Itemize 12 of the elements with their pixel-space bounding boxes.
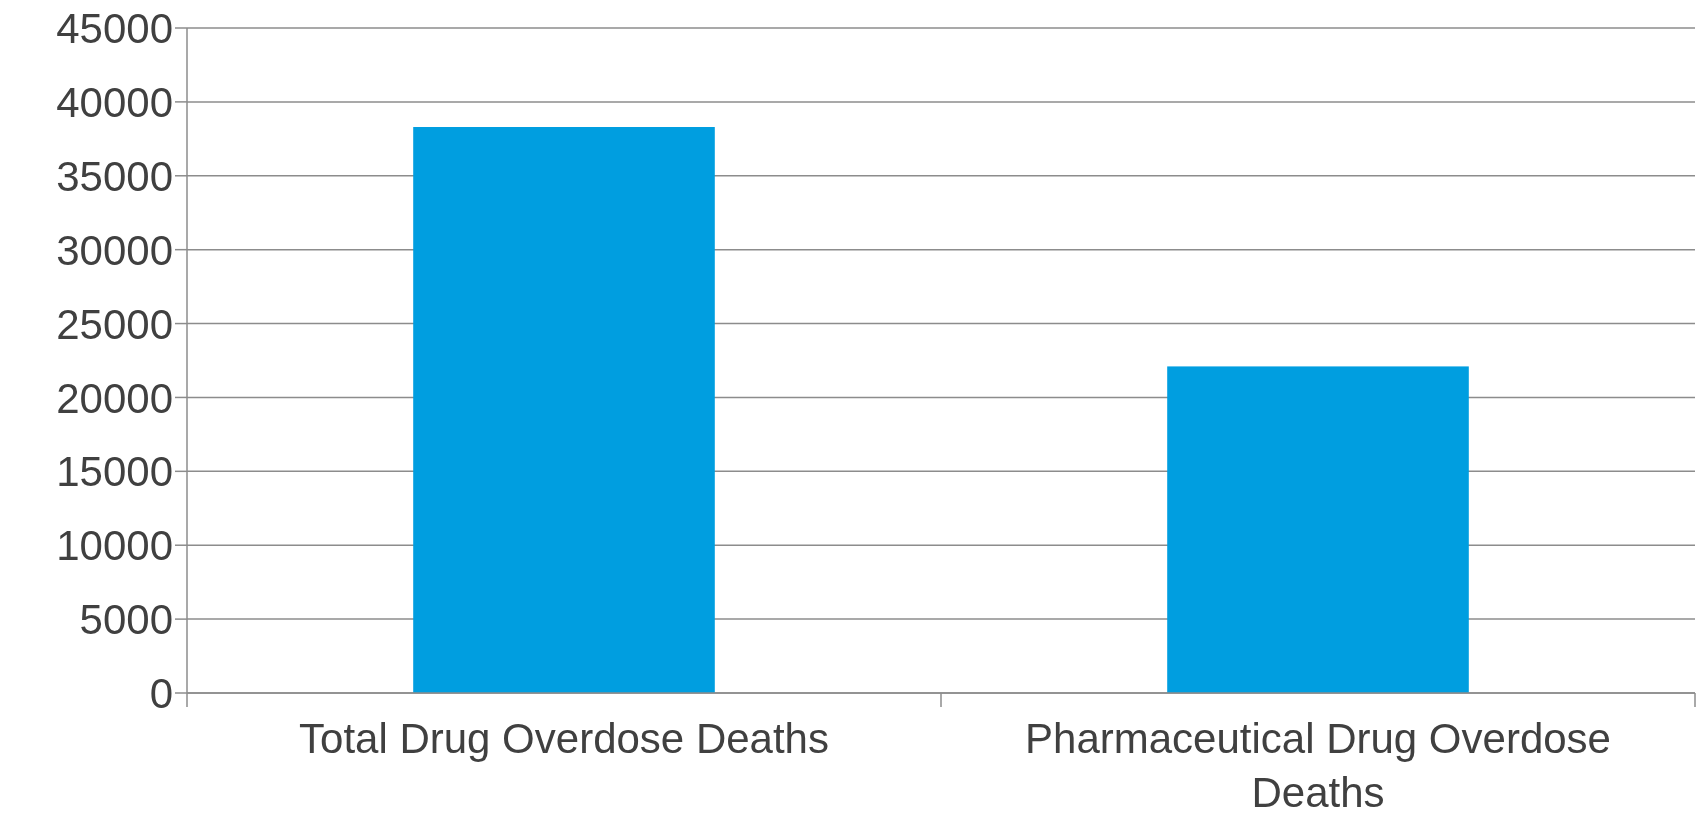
y-tick-label: 35000 bbox=[56, 152, 173, 200]
y-tick-label: 30000 bbox=[56, 226, 173, 274]
y-tick-label: 5000 bbox=[79, 596, 173, 644]
y-tick-label: 10000 bbox=[56, 522, 173, 570]
y-tick-label: 20000 bbox=[56, 374, 173, 422]
y-tick-label: 0 bbox=[149, 670, 173, 718]
y-tick-label: 45000 bbox=[56, 5, 173, 53]
y-tick-label: 25000 bbox=[56, 300, 173, 348]
x-tick-label: Pharmaceutical Drug Overdose Deaths bbox=[1025, 715, 1611, 816]
y-tick-label: 15000 bbox=[56, 448, 173, 496]
y-tick-label: 40000 bbox=[56, 79, 173, 127]
x-tick-label: Total Drug Overdose Deaths bbox=[299, 715, 829, 762]
